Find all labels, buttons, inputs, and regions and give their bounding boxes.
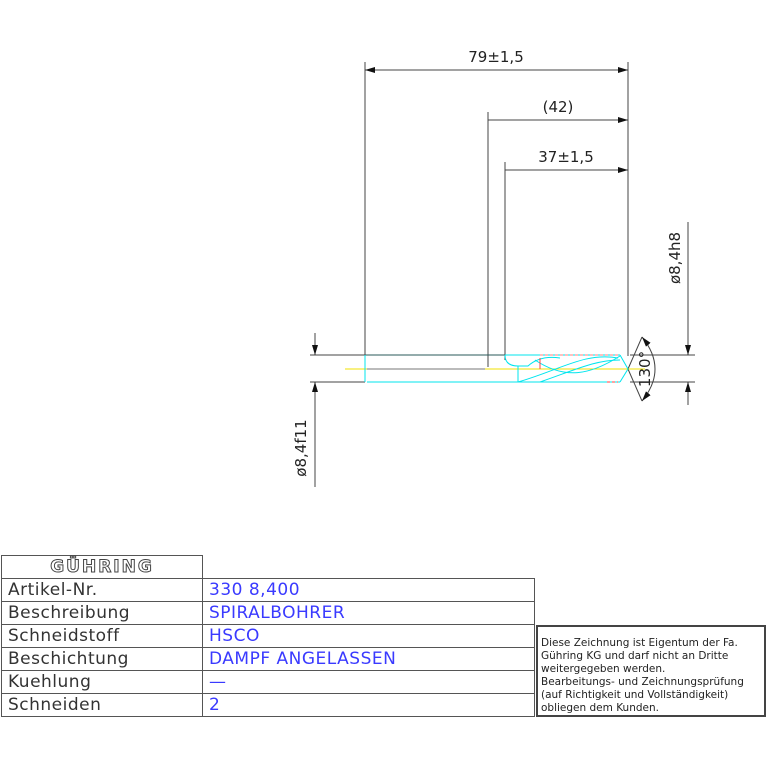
note-line: Gühring KG und darf nicht an Dritte [541, 650, 729, 662]
drill-outline [345, 354, 645, 383]
note-line: weitergegeben werden. [541, 663, 666, 675]
label-schneiden: Schneiden [1, 693, 203, 717]
label-beschreibung: Beschreibung [1, 601, 203, 625]
dim-flute-length: 37±1,5 [538, 148, 594, 166]
note-line: Bearbeitungs- und Zeichnungsprüfung [541, 676, 744, 688]
label-artikel-nr: Artikel-Nr. [1, 578, 203, 602]
note-line: obliegen dem Kunden. [541, 702, 659, 714]
note-line: Diese Zeichnung ist Eigentum der Fa. [541, 637, 738, 649]
ownership-note: Diese Zeichnung ist Eigentum der Fa. Güh… [536, 625, 766, 717]
value-beschreibung: SPIRALBOHRER [202, 601, 535, 625]
dim-body-length: (42) [543, 98, 574, 116]
note-line: (auf Richtigkeit und Vollständigkeit) [541, 689, 729, 701]
value-beschichtung: DAMPF ANGELASSEN [202, 647, 535, 671]
value-artikel-nr: 330 8,400 [202, 578, 535, 602]
value-schneiden: 2 [202, 693, 535, 717]
label-beschichtung: Beschichtung [1, 647, 203, 671]
guhring-logo: GÜHRING [1, 555, 203, 579]
dim-diameter-f11: ø8,4f11 [292, 419, 310, 476]
value-kuehlung: — [202, 670, 535, 694]
value-schneidstoff: HSCO [202, 624, 535, 648]
dim-diameter-h8: ø8,4h8 [666, 232, 684, 284]
label-kuehlung: Kuehlung [1, 670, 203, 694]
dim-point-angle: 130° [636, 351, 654, 387]
dim-overall-length: 79±1,5 [468, 48, 524, 66]
dimension-lines [310, 62, 695, 487]
label-schneidstoff: Schneidstoff [1, 624, 203, 648]
